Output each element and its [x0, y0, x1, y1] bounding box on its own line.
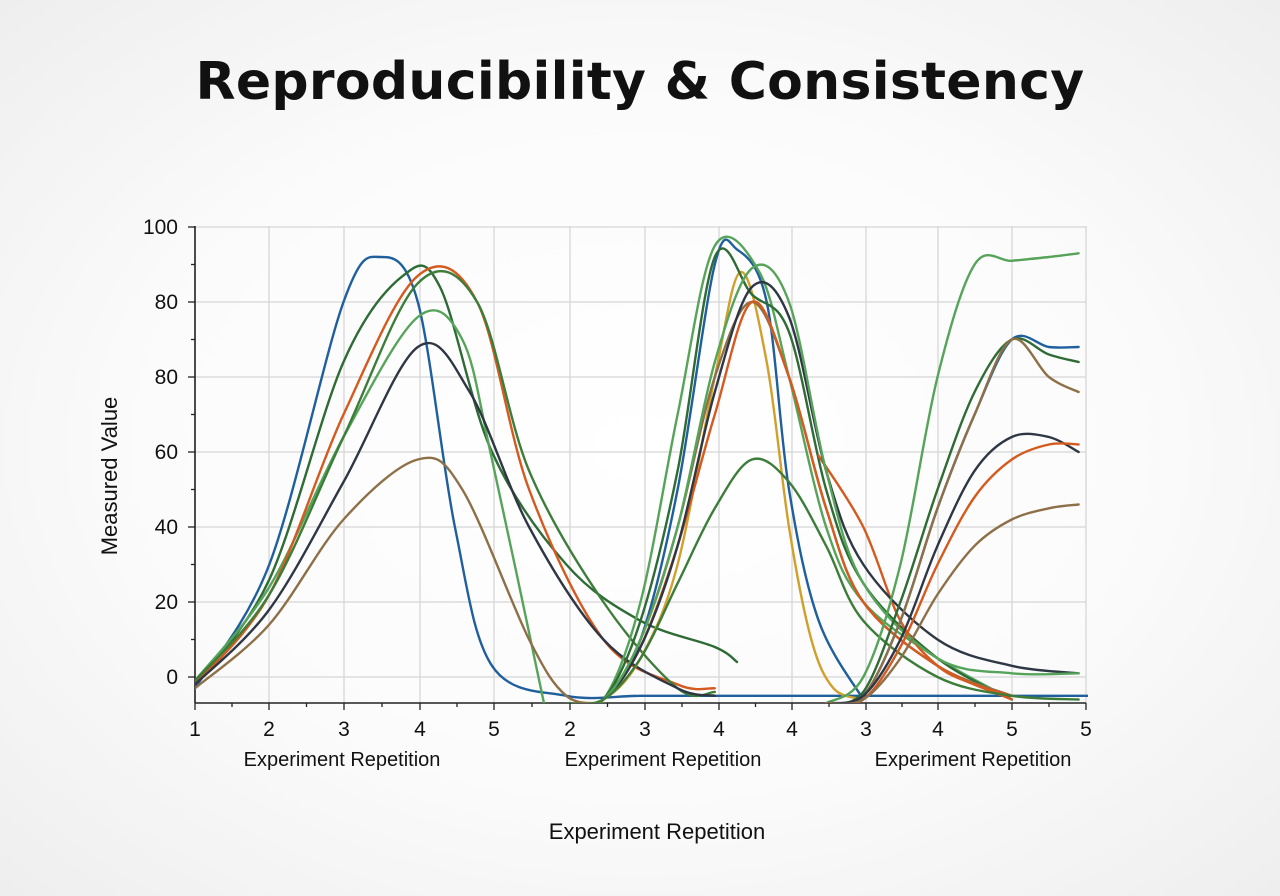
y-tick-label: 80 — [155, 291, 178, 314]
y-tick-label: 100 — [143, 216, 178, 239]
series-line-16 — [565, 263, 1080, 703]
series-line-1 — [195, 255, 1088, 700]
chart-axes — [188, 226, 1087, 710]
series-line-10 — [565, 235, 1013, 703]
x-tick-label: 5 — [1006, 718, 1018, 741]
series-line-8 — [565, 270, 865, 703]
x-tick-label: 3 — [639, 718, 651, 741]
series-line-18 — [824, 252, 1080, 703]
series-line-5 — [195, 269, 716, 698]
y-tick-label: 60 — [155, 441, 178, 464]
x-tick-label: 4 — [786, 718, 798, 741]
series-line-22 — [824, 432, 1080, 703]
x-tick-label: 2 — [263, 718, 275, 741]
series-line-7 — [195, 456, 605, 703]
chart-title: Reproducibility & Consistency — [195, 52, 1085, 112]
series-line-2 — [195, 264, 739, 686]
series-line-15 — [565, 281, 1080, 703]
y-tick-label: 0 — [166, 666, 178, 689]
x-tick-label: 3 — [338, 718, 350, 741]
x-tick-label: 5 — [1080, 718, 1092, 741]
x-tick-label: 4 — [713, 718, 725, 741]
panel-x-axis-label: Experiment Repetition — [565, 749, 762, 771]
y-tick-label: 80 — [155, 366, 178, 389]
x-tick-label: 4 — [932, 718, 944, 741]
series-line-6 — [195, 341, 716, 697]
series-line-3 — [195, 309, 546, 703]
series-line-9 — [565, 238, 865, 703]
series-line-20 — [824, 337, 1080, 703]
x-tick-label: 1 — [189, 718, 201, 741]
series-line-21 — [824, 337, 1080, 703]
panel-x-axis-label: Experiment Repetition — [244, 749, 441, 771]
y-tick-label: 40 — [155, 516, 178, 539]
y-tick-label: 20 — [155, 591, 178, 614]
x-tick-label: 3 — [860, 718, 872, 741]
x-axis-label: Experiment Repetition — [549, 819, 765, 844]
x-tick-label: 4 — [414, 718, 426, 741]
panel-x-axis-label: Experiment Repetition — [875, 749, 1072, 771]
x-tick-label: 5 — [488, 718, 500, 741]
series-line-17 — [565, 457, 1080, 703]
y-axis-label: Measured Value — [97, 397, 122, 556]
series-line-24 — [824, 503, 1080, 703]
x-tick-label: 2 — [564, 718, 576, 741]
chart-series-group — [195, 235, 1088, 703]
chart-labels: 0 20 40 60 80 80 100 1 2 3 4 5 2 3 4 4 3 4 5 5 Experiment Re… — [97, 216, 1092, 844]
